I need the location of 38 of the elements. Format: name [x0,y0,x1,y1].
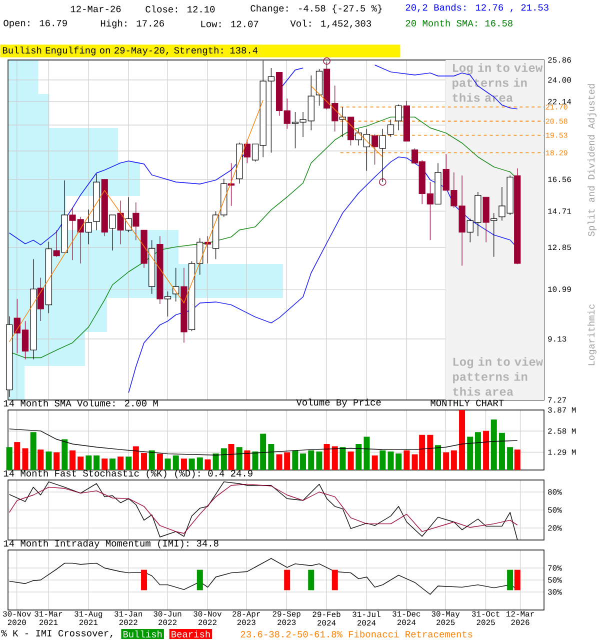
text: Change: -4.58 {-27.5 %} [250,4,382,14]
text: Bearish [172,630,210,638]
candlestick [395,104,402,131]
candlestick [85,209,92,245]
candlestick [372,134,378,165]
candlestick [387,119,394,138]
legend-title: % K - IMI Crossover, [1,630,112,638]
text: Vol: 1,452,303 [290,20,371,28]
text: 12-Mar-26 [70,6,121,12]
candlestick [37,277,44,322]
line-series [8,484,518,534]
text: Close: 12.10 [146,6,215,12]
candlestick [164,291,172,317]
candlestick [339,106,346,138]
candlestick [117,200,124,245]
text: 23.6-38.2-50-61.8% Fibonacci Retracements [240,630,472,638]
text: Open: 16.79 [4,20,67,28]
annotation: Volume By Price [296,398,381,408]
chart-title: 14 Month Intraday Momentum (IMI): 34.8 [4,540,218,548]
text: High: 17.26 [100,20,164,28]
candlestick [490,212,498,258]
candlestick [244,140,250,164]
annotation: Log in to view patterns in this area [453,357,543,396]
text: Low: 12.07 [201,20,258,28]
text: Split and Dividend Adjusted [588,84,596,236]
text: 20 Month SMA: 16.58 [406,20,512,26]
text: Logarithmic [588,304,596,366]
annotation: MONTHLY CHART [430,400,504,406]
text: Bullish Engulfing on 29-May-20, Strength: 138.4 [2,46,258,56]
candlestick [348,116,354,146]
chart-title: 14 Month Fast Stochastic (%K) (%D): 0.4 24.9 [4,470,252,478]
candlestick [132,202,140,240]
text: 20,2 Bands: 12.76 , 21.53 [406,4,548,12]
text: Bullish [123,630,162,638]
candlestick [53,230,60,258]
candlestick [109,214,116,251]
candlestick [316,68,323,106]
chart-title: 14 Month SMA Volume: 2.00 M [4,400,158,406]
